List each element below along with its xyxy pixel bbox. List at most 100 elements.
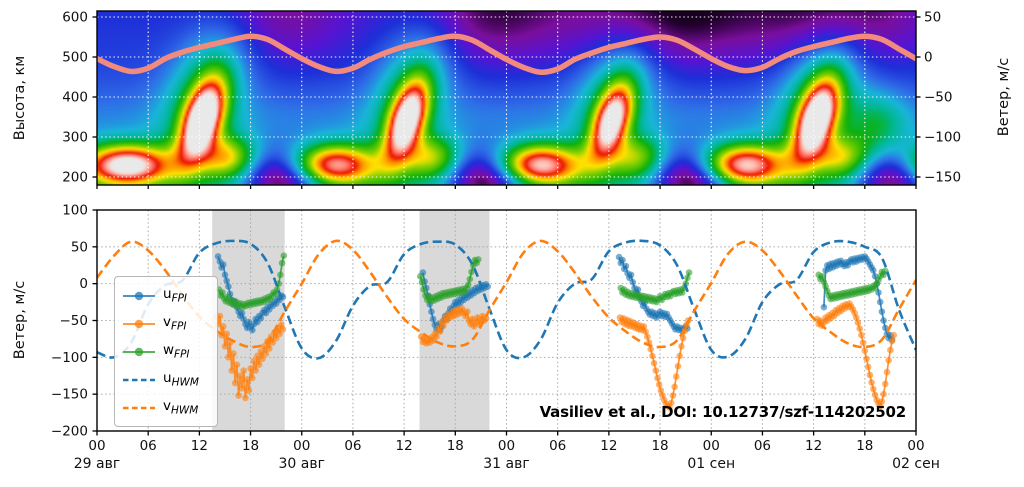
top-ytick-left: 300	[62, 130, 88, 146]
bottom-panel-ylabel: Ветер, м/с	[12, 280, 28, 360]
data-point	[429, 315, 437, 323]
data-point	[420, 286, 428, 293]
data-point	[878, 308, 886, 316]
bottom-ytick: −50	[60, 313, 89, 329]
data-point	[245, 387, 253, 394]
data-point	[436, 328, 444, 335]
data-point	[221, 271, 229, 279]
data-point	[619, 256, 626, 264]
legend-marker	[134, 291, 144, 300]
data-point	[433, 333, 440, 341]
data-point	[657, 387, 665, 394]
data-point	[871, 391, 879, 399]
data-point	[669, 392, 677, 399]
data-point	[484, 283, 492, 290]
xtick-label: 00	[498, 438, 515, 454]
data-point	[880, 317, 887, 324]
legend-label-u_FPI: uFPI	[163, 286, 188, 305]
data-point	[231, 379, 239, 387]
data-point	[220, 261, 227, 268]
ticks	[92, 16, 921, 436]
data-point	[276, 330, 283, 338]
data-point	[464, 308, 471, 316]
data-point	[676, 352, 683, 360]
data-point	[856, 325, 863, 332]
data-point	[223, 330, 230, 338]
data-point	[240, 367, 247, 374]
series-markers-w_FPI	[815, 267, 889, 303]
data-point	[220, 323, 227, 330]
data-point	[269, 339, 277, 346]
data-point	[818, 273, 826, 280]
data-point	[219, 289, 226, 296]
legend-item-v_HWM: vHWM	[122, 396, 209, 419]
data-point	[230, 350, 237, 357]
data-point	[673, 373, 680, 380]
data-point	[216, 312, 224, 320]
data-point	[887, 346, 894, 354]
date-label: 29 авг	[74, 456, 120, 472]
legend-marker	[134, 347, 144, 356]
data-point	[237, 372, 244, 380]
data-point	[654, 374, 661, 382]
data-point	[238, 309, 246, 317]
date-label: 02 сен	[892, 456, 940, 472]
series-v_HWM	[97, 239, 916, 349]
data-point	[685, 269, 693, 276]
top-ytick-right: −50	[924, 90, 953, 106]
bottom-ytick: 50	[71, 239, 88, 255]
data-point	[249, 326, 256, 334]
date-label: 30 авг	[279, 456, 325, 472]
data-point	[674, 362, 682, 370]
data-point	[223, 277, 230, 285]
xtick-label: 06	[549, 438, 566, 454]
data-point	[864, 363, 872, 371]
top-ytick-right: −100	[924, 130, 961, 146]
legend-label-u_HWM: uHWM	[163, 370, 199, 389]
top-ytick-left: 600	[62, 10, 88, 26]
bottom-ytick: −200	[51, 424, 88, 440]
data-point	[640, 323, 648, 330]
data-point	[260, 343, 268, 350]
xtick-label: 06	[344, 438, 361, 454]
data-point	[466, 275, 474, 283]
data-point	[863, 355, 870, 363]
data-point	[882, 380, 889, 388]
legend-sample-w_FPI	[123, 347, 155, 356]
data-point	[280, 252, 288, 259]
top-ytick-right: −150	[924, 170, 961, 186]
top-ytick-left: 500	[62, 50, 88, 66]
xtick-label: 06	[140, 438, 157, 454]
top-panel-ylabel-left: Высота, км	[12, 55, 28, 141]
legend-label-w_FPI: wFPI	[163, 342, 190, 361]
data-point	[820, 303, 828, 311]
xtick-label: 00	[907, 438, 924, 454]
bottom-ytick: 0	[79, 276, 88, 292]
data-point	[882, 324, 889, 332]
data-point	[878, 398, 886, 405]
xtick-label: 12	[600, 438, 617, 454]
data-point	[255, 361, 263, 369]
data-point	[468, 268, 475, 276]
legend-sample-u_HWM	[123, 378, 155, 381]
wind-overlay-line	[97, 33, 916, 75]
xtick-label: 18	[447, 438, 464, 454]
data-point	[890, 331, 898, 339]
series-markers-w_FPI	[617, 269, 693, 306]
legend-label-v_FPI: vFPI	[163, 314, 187, 333]
top-ytick-right: 50	[924, 10, 941, 26]
data-point	[885, 357, 892, 364]
top-grid	[97, 11, 916, 185]
data-point	[464, 281, 472, 289]
series-markers-w_FPI	[215, 252, 288, 311]
series-markers-w_FPI	[417, 256, 482, 305]
data-point	[876, 298, 884, 306]
legend-sample-u_FPI	[123, 291, 155, 300]
data-point	[649, 352, 656, 360]
data-point	[228, 367, 236, 374]
xtick-label: 06	[754, 438, 771, 454]
data-point	[240, 315, 247, 323]
data-point	[482, 315, 490, 322]
date-label: 01 сен	[687, 456, 735, 472]
